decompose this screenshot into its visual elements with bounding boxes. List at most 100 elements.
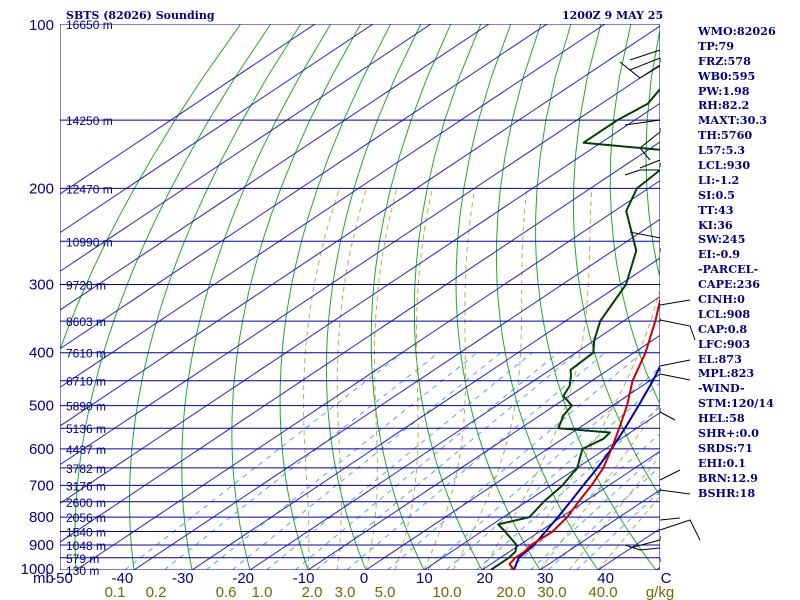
sounding-index-item: WB0:595 xyxy=(698,68,756,83)
height-label: 14250 m xyxy=(66,114,113,128)
moist-adiabat-line xyxy=(452,188,528,570)
pressure-tick-label: 700 xyxy=(29,477,54,494)
sounding-index-item: -WIND- xyxy=(698,381,745,396)
sounding-index-item: CAP:0.8 xyxy=(698,321,748,336)
sounding-index-item: RH:82.2 xyxy=(698,98,750,113)
temperature-tick-label: 30 xyxy=(537,570,554,587)
sounding-index-item: BSHR:18 xyxy=(698,485,756,500)
mixing-ratio-tick-label: 0.1 xyxy=(105,584,126,600)
wind-barb xyxy=(624,539,661,551)
temperature-tick-label: -50 xyxy=(51,570,73,587)
height-label: 1048 m xyxy=(66,539,106,553)
parcel-profile-line xyxy=(512,364,660,570)
height-label: 12470 m xyxy=(66,182,113,196)
mixing-ratio-line xyxy=(124,352,403,570)
mixing-ratio-line xyxy=(163,352,439,570)
chart-grid xyxy=(60,24,660,570)
height-label: 1540 m xyxy=(66,526,106,540)
plot-frame xyxy=(60,24,660,570)
pressure-tick-label: 900 xyxy=(29,537,54,554)
height-label: 16650 m xyxy=(66,18,113,32)
sounding-time: 1200Z 9 MAY 25 xyxy=(562,9,664,22)
temperature-tick-label: 20 xyxy=(476,570,493,587)
height-label: 3176 m xyxy=(66,479,106,493)
sounding-index-item: LFC:903 xyxy=(698,336,751,351)
pressure-tick-label: 300 xyxy=(29,277,54,294)
isotherm-line xyxy=(481,450,660,570)
height-label: 6710 m xyxy=(66,375,106,389)
moist-adiabat-line xyxy=(510,286,660,570)
sounding-index-item: TP:79 xyxy=(698,38,735,53)
mixing-ratio-tick-label: 20.0 xyxy=(496,584,525,600)
isotherm-line xyxy=(60,25,660,427)
mixing-ratio-tick-label: 40.0 xyxy=(588,584,617,600)
height-label: 579 m xyxy=(66,552,99,566)
mixing-ratio-line xyxy=(476,405,660,570)
pressure-tick-label: 600 xyxy=(29,441,54,458)
sounding-index-item: EI:-0.9 xyxy=(698,247,740,262)
mixing-ratio-tick-label: 2.0 xyxy=(302,584,323,600)
moist-adiabat-line xyxy=(365,188,398,570)
sounding-index-item: BRN:12.9 xyxy=(698,470,758,485)
height-label: 9720 m xyxy=(66,279,106,293)
sounding-index-item: LCL:930 xyxy=(698,158,751,173)
sounding-index-item: WMO:82026 xyxy=(698,24,776,38)
sounding-index-item: -PARCEL- xyxy=(698,262,759,277)
wind-barbs xyxy=(619,49,701,562)
wind-barb xyxy=(659,517,701,541)
height-label: 3782 m xyxy=(66,462,106,476)
sounding-index-item: HEL:58 xyxy=(698,411,745,426)
height-label: 130 m xyxy=(66,564,99,578)
temperature-tick-label: -30 xyxy=(172,570,194,587)
isotherm-line xyxy=(60,102,660,504)
mixing-ratio-tick-label: 0.6 xyxy=(216,584,237,600)
temperature-profile-line xyxy=(508,296,660,570)
sounding-index-item: CAPE:236 xyxy=(698,277,761,292)
sounding-index-item: LCL:908 xyxy=(698,306,751,321)
height-label: 7610 m xyxy=(66,347,106,361)
height-label: 5136 m xyxy=(66,422,106,436)
sounding-index-item: SI:0.5 xyxy=(698,187,735,202)
sounding-index-item: EL:873 xyxy=(698,351,742,366)
sounding-index-item: EHI:0.1 xyxy=(698,455,746,470)
mixing-ratio-tick-label: 5.0 xyxy=(375,584,396,600)
temperature-tick-label: -40 xyxy=(112,570,134,587)
sounding-index-item: TH:5760 xyxy=(698,128,753,143)
sounding-index-item: STM:120/14 xyxy=(698,396,774,411)
isotherm-line xyxy=(60,24,432,272)
temperature-tick-label: -20 xyxy=(232,570,254,587)
isotherm-line xyxy=(307,334,660,570)
isotherm-line xyxy=(60,24,374,234)
pressure-tick-label: 1000 xyxy=(21,561,54,578)
chart-title: SBTS (82026) Sounding xyxy=(66,9,215,22)
mixing-ratio-tick-label: 0.2 xyxy=(146,584,167,600)
pressure-tick-label: 400 xyxy=(29,345,54,362)
sounding-index-item: L57:5.3 xyxy=(698,143,746,158)
pressure-tick-label: 100 xyxy=(29,17,54,34)
height-label: 4437 m xyxy=(66,443,106,457)
pressure-tick-label: 800 xyxy=(29,509,54,526)
isotherm-line xyxy=(60,141,660,543)
wind-barb xyxy=(659,411,676,421)
pressure-unit-label: mb xyxy=(33,570,54,587)
isotherm-line xyxy=(249,296,660,570)
mixing-ratio-line xyxy=(266,352,533,570)
isotherm-line xyxy=(60,24,606,388)
mixing-ratio-line xyxy=(231,352,502,570)
isotherm-line xyxy=(60,24,548,350)
sounding-index-item: TT:43 xyxy=(698,202,734,217)
sounding-index-item: PW:1.98 xyxy=(698,83,750,98)
temperature-tick-label: C xyxy=(661,570,672,587)
moist-adiabat-line xyxy=(303,188,340,570)
wind-barb xyxy=(659,359,691,381)
isotherm-line xyxy=(423,412,660,570)
sounding-indices-list: WMO:82026 TP:79 FRZ:578 WB0:595 PW:1.98 RH:82… xyxy=(698,24,798,501)
chart-series xyxy=(490,87,660,570)
sounding-index-item: KI:36 xyxy=(698,217,733,232)
dewpoint-profile-line xyxy=(490,87,660,570)
mixing-ratio-tick-label: 1.0 xyxy=(252,584,273,600)
mixing-ratio-tick-label: 30.0 xyxy=(537,584,566,600)
mixing-ratio-tick-label: 10.0 xyxy=(432,584,461,600)
isotherm-line xyxy=(60,24,490,311)
